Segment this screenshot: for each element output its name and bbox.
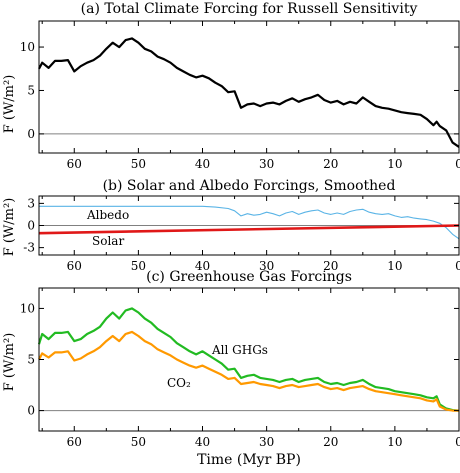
panel-b: (b) Solar and Albedo Forcings, Smoothed …	[2, 178, 460, 273]
panel-b-x-tick-label: 60	[67, 259, 82, 273]
panel-a-total-forcing-line	[38, 37, 460, 148]
panel-a-y-tick-label: 10	[20, 40, 35, 54]
co2-annotation: CO₂	[167, 376, 191, 390]
panel-c: (c) Greenhouse Gas Forcings F (W/m²) All…	[2, 269, 460, 468]
panel-a-y-tick-label: 5	[27, 83, 35, 97]
panel-a: (a) Total Climate Forcing for Russell Se…	[2, 1, 460, 171]
panel-a-ylabel: F (W/m²)	[2, 75, 17, 134]
panel-b-x-tick-label: 10	[387, 259, 402, 273]
panel-b-y-tick-label: -3	[23, 241, 35, 255]
panel-c-ylabel: F (W/m²)	[2, 333, 17, 392]
panel-c-frame	[38, 287, 460, 432]
panel-b-y-tick-label: 0	[27, 219, 35, 233]
panel-b-ylabel: F (W/m²)	[2, 198, 17, 257]
panel-c-x-tick-label: 40	[195, 435, 210, 449]
x-axis-label: Time (Myr BP)	[197, 452, 301, 468]
solar-annotation: Solar	[92, 234, 124, 248]
panel-c-title: (c) Greenhouse Gas Forcings	[146, 269, 352, 285]
panel-c-y-tick-label: 10	[20, 301, 35, 315]
panel-b-x-tick-label: 20	[323, 259, 338, 273]
panel-b-marks: 60 50 40 30 20 10 0 -3 0 3	[23, 195, 460, 273]
panel-c-y-tick-label: 5	[27, 353, 35, 367]
panel-b-x-tick-label: 30	[259, 259, 274, 273]
panel-c-x-tick-label: 0	[455, 435, 460, 449]
panel-a-marks: 60 50 40 30 20 10 0 0 5 10	[20, 20, 460, 171]
panel-a-x-tick-label: 20	[323, 157, 338, 171]
panel-c-all-ghgs-line	[37, 307, 460, 412]
panel-c-x-tick-label: 30	[259, 435, 274, 449]
panel-b-title: (b) Solar and Albedo Forcings, Smoothed	[103, 178, 396, 194]
panel-c-x-tick-label: 60	[67, 435, 82, 449]
panel-c-x-tick-label: 20	[323, 435, 338, 449]
panel-b-solar-line	[38, 224, 460, 235]
panel-c-x-tick-label: 10	[387, 435, 402, 449]
panel-a-x-tick-label: 30	[259, 157, 274, 171]
panel-c-x-tick-label: 50	[131, 435, 146, 449]
panel-b-x-tick-label: 40	[195, 259, 210, 273]
albedo-annotation: Albedo	[86, 208, 129, 222]
panel-a-x-tick-label: 0	[455, 157, 460, 171]
panel-a-x-tick-label: 40	[195, 157, 210, 171]
panel-a-y-tick-label: 0	[27, 127, 35, 141]
panel-a-frame	[38, 20, 460, 154]
all-ghgs-annotation: All GHGs	[211, 343, 268, 357]
panel-a-x-tick-label: 60	[67, 157, 82, 171]
panel-a-x-tick-label: 10	[387, 157, 402, 171]
panel-c-y-tick-label: 0	[27, 404, 35, 418]
panel-c-co-line	[38, 330, 459, 412]
panel-b-x-tick-label: 0	[455, 259, 460, 273]
panel-a-x-tick-label: 50	[131, 157, 146, 171]
panel-b-albedo-line	[39, 205, 460, 240]
panel-c-marks: 60 50 40 30 20 10 0 0 5 10	[20, 287, 460, 449]
panel-b-x-tick-label: 50	[131, 259, 146, 273]
panel-a-title: (a) Total Climate Forcing for Russell Se…	[81, 1, 418, 17]
panel-b-y-tick-label: 3	[27, 196, 35, 210]
